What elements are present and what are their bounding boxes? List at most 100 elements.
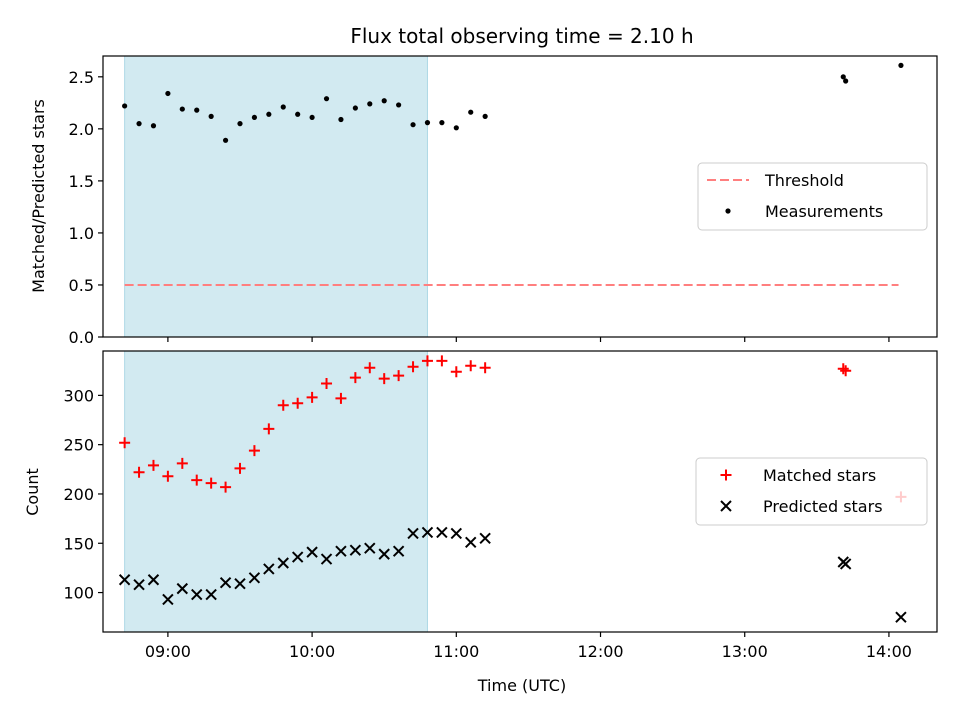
top-y-tick-label-4: 2.0 (69, 120, 94, 139)
predicted-star-point-10 (263, 563, 275, 575)
predicted-star-point-14 (320, 553, 333, 565)
matched-star-point-21 (421, 355, 433, 367)
legend-handle-predicted (720, 500, 732, 512)
bottom-legend: Matched stars Predicted stars (695, 457, 928, 526)
x-tick-label-1: 10:00 (289, 642, 335, 661)
matched-star-point-23 (450, 366, 462, 378)
measurement-point-14 (323, 96, 330, 102)
measurement-point-21 (424, 120, 431, 126)
matched-star-point-9 (248, 445, 260, 457)
matched-star-point-1 (133, 466, 145, 478)
measurement-point-1 (136, 121, 142, 127)
top-y-tick-label-5: 2.5 (69, 68, 94, 87)
top-y-tick-label-2: 1.0 (69, 224, 94, 243)
predicted-star-point-12 (291, 551, 304, 563)
matched-star-point-0 (119, 437, 131, 449)
matched-star-point-18 (378, 373, 390, 385)
predicted-star-point-16 (349, 544, 362, 556)
measurement-point-18 (381, 98, 387, 104)
predicted-star-point-15 (335, 545, 347, 557)
matched-star-point-6 (205, 477, 217, 489)
bottom-legend-label-1: Predicted stars (763, 497, 883, 516)
measurement-point-9 (251, 114, 258, 121)
bottom-y-tick-label-0: 100 (63, 584, 94, 603)
measurement-point-11 (280, 104, 286, 110)
predicted-star-point-3 (162, 593, 174, 606)
predicted-star-point-24 (465, 536, 477, 548)
predicted-star-point-27 (839, 558, 852, 570)
bottom-y-tick-label-4: 300 (63, 386, 94, 405)
matched-star-point-24 (465, 360, 477, 372)
matched-star-point-5 (191, 474, 203, 486)
x-tick-label-0: 09:00 (145, 642, 191, 661)
bottom-y-axis-label: Count (23, 468, 42, 516)
predicted-star-point-17 (364, 542, 376, 554)
predicted-star-point-9 (248, 572, 261, 584)
bottom-legend-box (695, 457, 928, 526)
bottom-y-tick-label-1: 150 (63, 534, 94, 553)
top-legend-box (697, 162, 928, 231)
measurement-point-23 (453, 125, 459, 131)
matched-star-point-14 (321, 378, 333, 390)
matched-star-point-20 (407, 361, 419, 373)
matched-star-point-19 (393, 370, 405, 382)
matched-star-point-7 (220, 481, 232, 493)
measurement-point-5 (194, 107, 200, 113)
top-y-tick-label-3: 1.5 (69, 172, 94, 191)
matched-star-point-8 (234, 462, 246, 474)
top-legend-label-1: Measurements (765, 202, 883, 221)
predicted-star-point-21 (421, 526, 434, 539)
matched-star-point-4 (176, 457, 188, 469)
predicted-star-point-6 (205, 588, 217, 601)
measurement-point-19 (396, 102, 402, 108)
predicted-star-point-0 (118, 574, 131, 586)
top-y-tick-label-0: 0.0 (69, 328, 94, 347)
top-shaded-interval (124, 55, 428, 338)
predicted-star-point-1 (133, 578, 145, 591)
predicted-star-point-8 (234, 577, 246, 590)
measurement-point-10 (266, 111, 272, 117)
bottom-legend-label-0: Matched stars (763, 466, 876, 485)
top-legend: Threshold Measurements (697, 162, 928, 231)
predicted-star-point-20 (407, 527, 419, 540)
measurement-point-17 (367, 101, 373, 107)
bottom-axes-frame (102, 350, 938, 633)
matched-star-point-25 (479, 362, 491, 374)
measurement-point-26 (840, 74, 846, 80)
top-y-axis-label: Matched/Predicted stars (29, 99, 48, 293)
measurement-point-22 (439, 120, 445, 126)
top-y-tick-label-1: 0.5 (69, 276, 94, 295)
bottom-y-tick-label-2: 200 (63, 485, 94, 504)
predicted-star-point-25 (479, 532, 491, 545)
matched-star-point-15 (335, 392, 347, 404)
matched-star-point-17 (364, 362, 376, 374)
legend-handle-measurements (725, 208, 731, 214)
measurement-point-27 (843, 78, 849, 84)
x-tick-label-4: 13:00 (722, 642, 768, 661)
measurement-point-15 (338, 116, 344, 123)
measurement-point-8 (237, 121, 243, 127)
matched-star-point-13 (306, 391, 318, 403)
measurement-point-3 (165, 90, 171, 97)
measurement-point-2 (150, 123, 157, 129)
predicted-star-point-11 (277, 557, 289, 569)
x-tick-label-3: 12:00 (577, 642, 623, 661)
matched-star-point-26 (837, 363, 849, 375)
legend-handle-matched (720, 469, 732, 481)
x-tick-label-2: 11:00 (433, 642, 479, 661)
matched-star-point-2 (147, 459, 159, 471)
x-axis-label: Time (UTC) (477, 676, 566, 695)
measurement-point-25 (482, 113, 488, 119)
matched-star-point-22 (436, 355, 448, 367)
measurement-point-28 (898, 62, 904, 68)
matched-star-point-27 (840, 365, 852, 377)
measurement-point-6 (208, 113, 214, 119)
matched-star-point-16 (349, 372, 361, 384)
matched-star-point-3 (162, 470, 174, 482)
predicted-star-point-23 (450, 527, 463, 540)
top-axes-frame (102, 55, 938, 338)
matched-star-point-12 (292, 397, 304, 409)
predicted-star-point-2 (147, 574, 160, 586)
predicted-star-point-18 (378, 548, 390, 560)
